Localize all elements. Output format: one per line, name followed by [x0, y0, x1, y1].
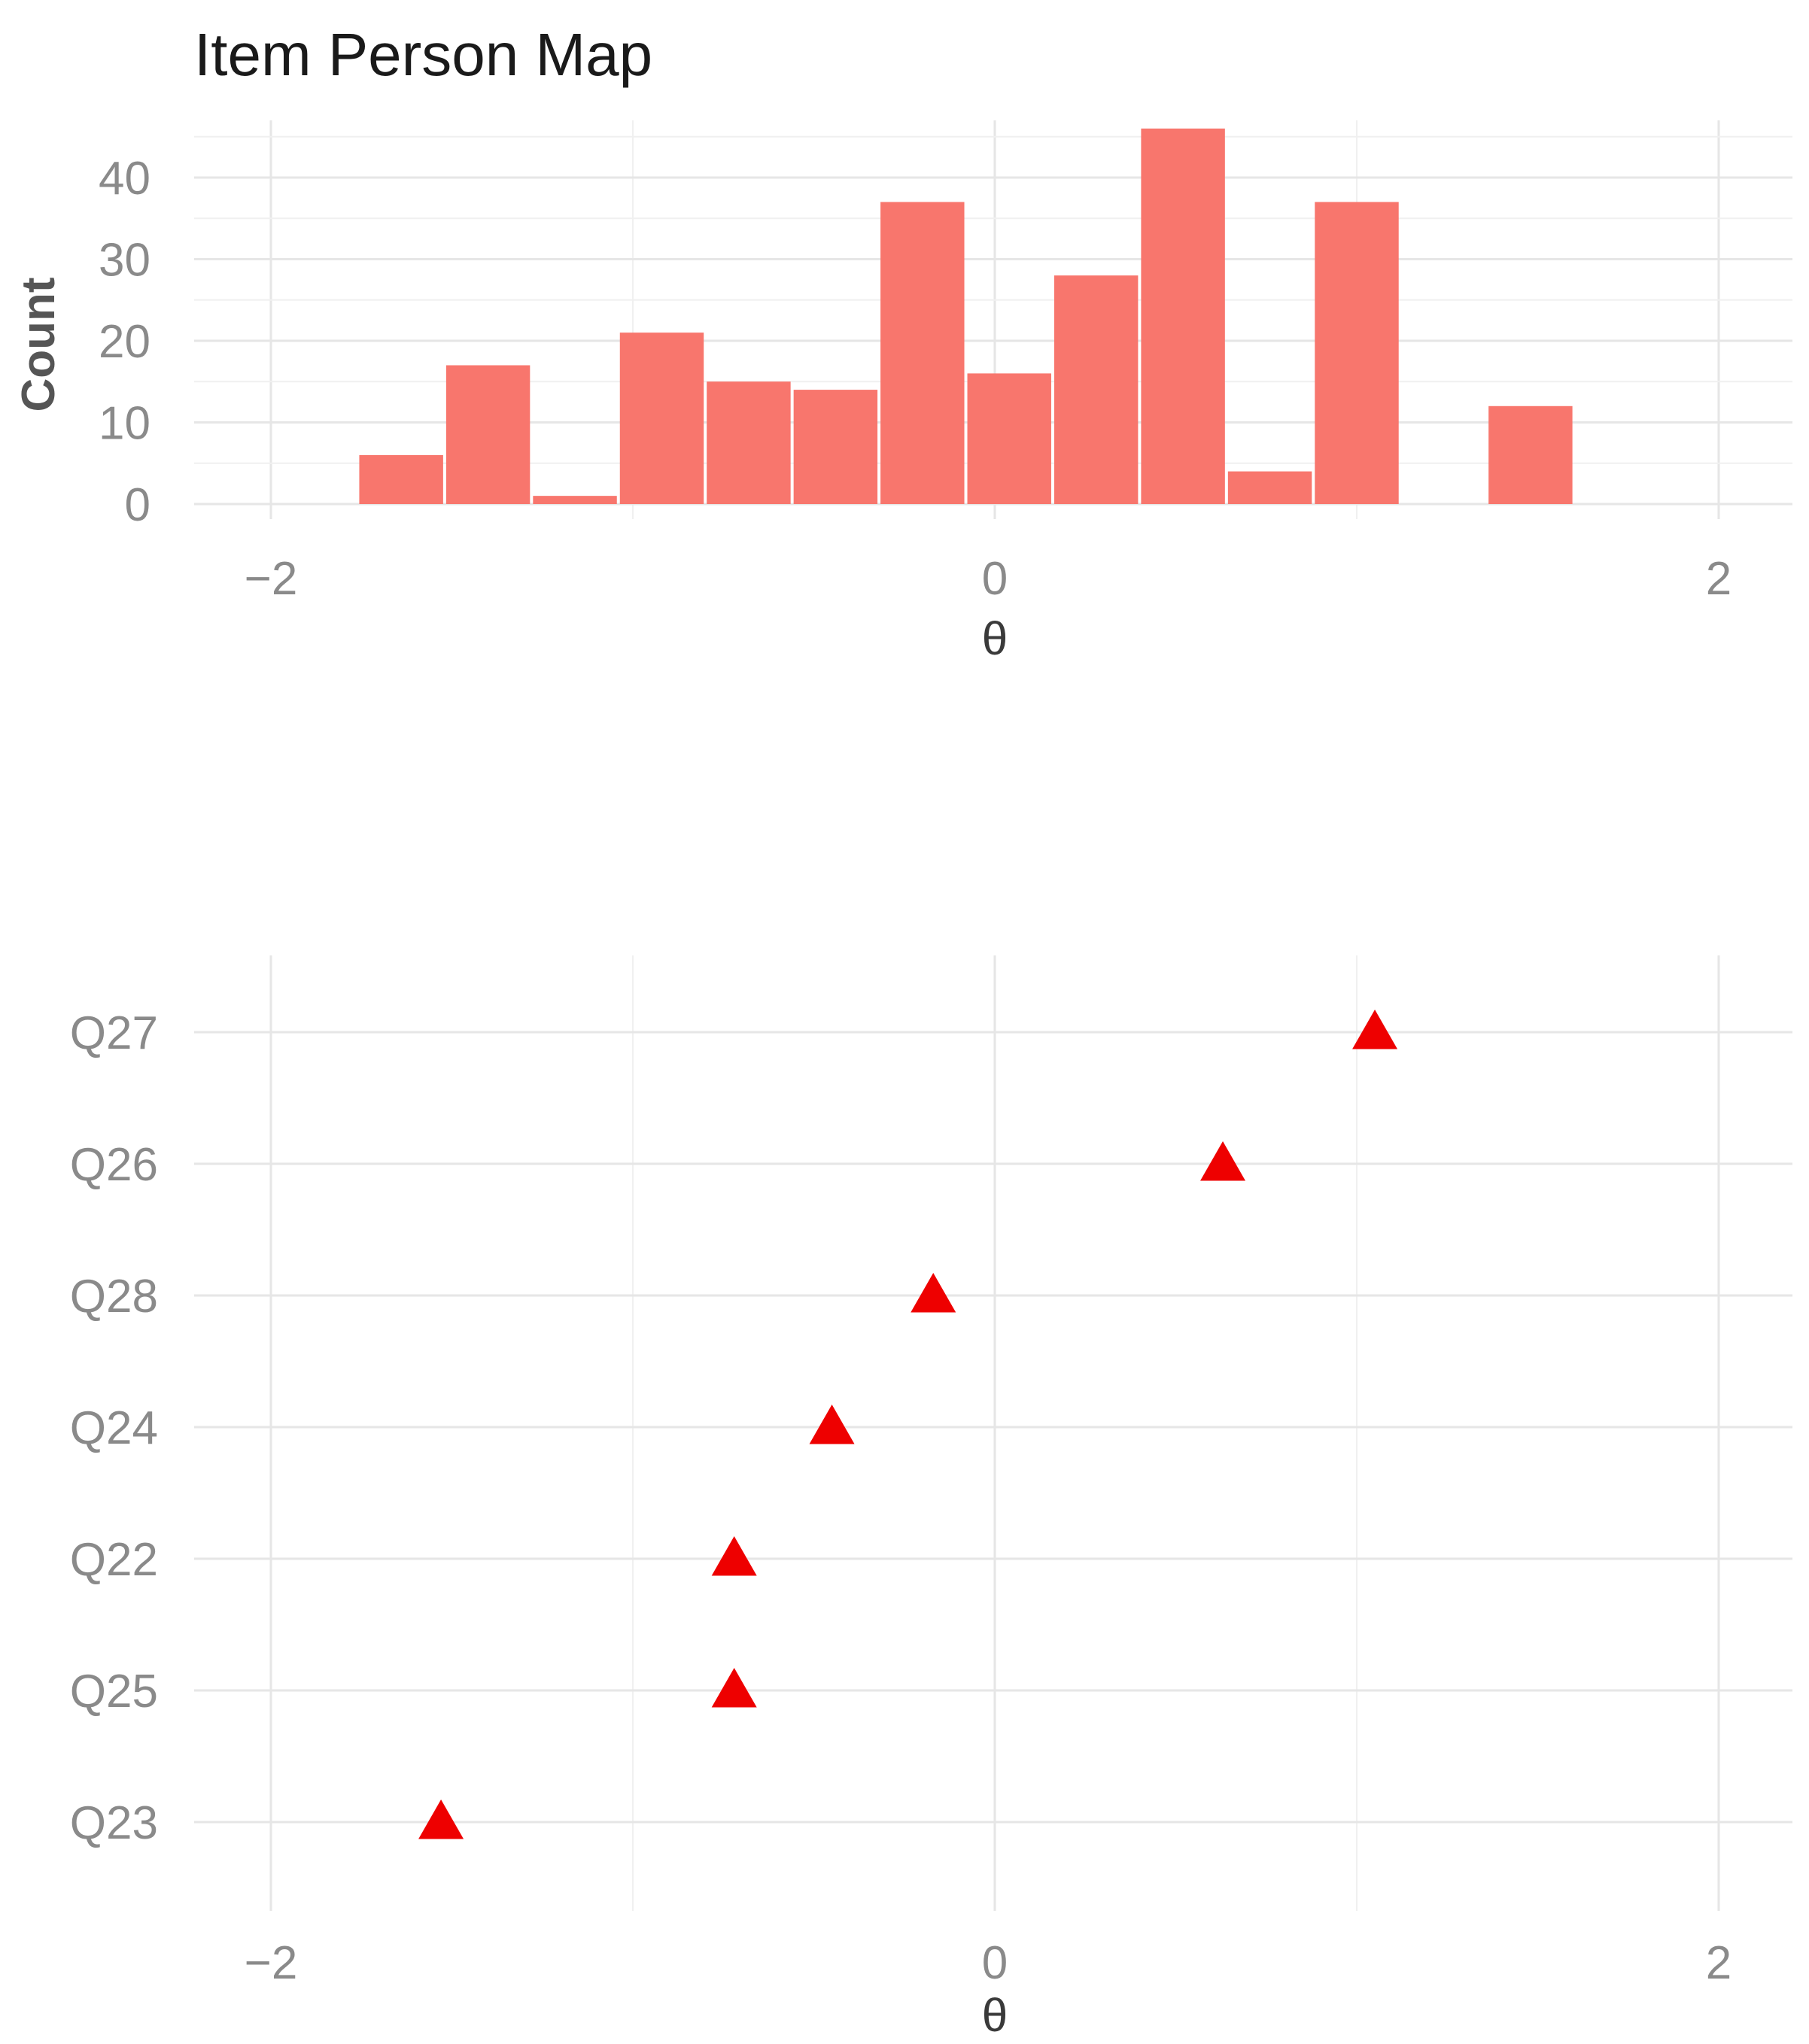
histogram-y-tick-label: 30: [99, 234, 150, 286]
histogram-bars: [359, 128, 1573, 504]
item-label: Q26: [70, 1139, 158, 1191]
histogram-y-tick-label: 10: [99, 397, 150, 449]
item-marker-triangle: [711, 1536, 757, 1576]
item-marker-triangle: [418, 1800, 464, 1839]
histogram-bar: [1053, 275, 1139, 504]
item-x-ticks: −4−2024: [245, 1937, 1732, 1989]
histogram-y-tick-label: 20: [99, 316, 150, 368]
histogram-bar: [445, 365, 531, 504]
item-marker-triangle: [1352, 1010, 1398, 1049]
item-label: Q22: [70, 1534, 158, 1586]
item-grid: [194, 955, 1792, 1911]
item-labels: Q27 Q26 Q28 Q24 Q22 Q25 Q23: [70, 1007, 158, 1849]
histogram-bar: [533, 496, 617, 504]
histogram-bar: [880, 202, 965, 504]
histogram-x-ticks: −4−2024: [245, 553, 1732, 605]
item-label: Q24: [70, 1402, 158, 1454]
histogram-bar: [359, 454, 443, 504]
histogram-y-tick-label: 40: [99, 153, 150, 205]
histogram-x-axis-label: θ: [982, 613, 1008, 665]
histogram-bar: [1227, 471, 1312, 504]
item-x-axis-label: θ: [982, 1990, 1008, 2042]
item-label: Q25: [70, 1666, 158, 1718]
item-marker-triangle: [911, 1273, 956, 1313]
histogram-y-ticks: 0 10 20 30 40: [99, 153, 150, 531]
histogram-y-tick-label: 0: [125, 479, 150, 531]
histogram-bar: [1488, 405, 1573, 504]
histogram-x-tick-label: 0: [982, 553, 1008, 605]
item-x-tick-label: 2: [1706, 1937, 1731, 1989]
item-marker-triangle: [1200, 1141, 1246, 1181]
histogram-x-tick-label: −2: [245, 553, 298, 605]
histogram-bar: [707, 381, 791, 504]
item-label: Q28: [70, 1271, 158, 1323]
histogram-bar: [1315, 202, 1399, 504]
item-label: Q27: [70, 1007, 158, 1059]
item-marker-triangle: [711, 1668, 757, 1708]
item-x-tick-label: −2: [245, 1937, 298, 1989]
histogram-bar: [619, 333, 704, 504]
histogram-bar: [1141, 128, 1225, 504]
item-x-tick-label: 0: [982, 1937, 1008, 1989]
item-label: Q23: [70, 1797, 158, 1849]
item-markers: [418, 1010, 1398, 1839]
chart-title: Item Person Map: [194, 21, 652, 88]
histogram-x-tick-label: 2: [1706, 553, 1731, 605]
item-marker-triangle: [809, 1405, 855, 1444]
histogram-bar: [793, 390, 878, 504]
histogram-y-axis-label: Count: [13, 277, 65, 412]
histogram-bar: [967, 373, 1051, 504]
